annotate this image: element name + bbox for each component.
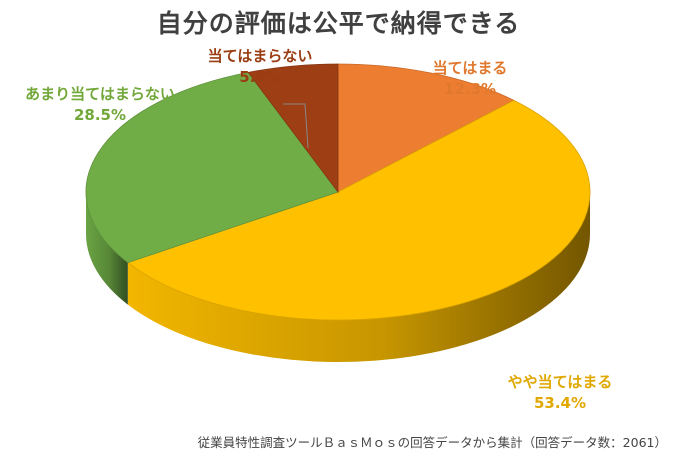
slice-label-disagree: 当てはまらない 5.8% (200, 46, 320, 88)
chart-title: 自分の評価は公平で納得できる (156, 9, 521, 38)
slice-label-text: あまり当てはまらない (25, 85, 175, 103)
slice-label-somewhat-agree: やや当てはまる 53.4% (470, 372, 650, 414)
pie-side-1 (127, 192, 591, 363)
source-note: 従業員特性調査ツールＢａｓＭｏｓの回答データから集計（回答データ数：2061） (197, 435, 667, 450)
slice-label-strongly-agree: 当てはまる 12.3% (415, 58, 525, 100)
slice-label-percent: 5.8% (239, 68, 281, 86)
pie-slice-1 (126, 99, 591, 321)
slice-label-text: 当てはまる (432, 59, 508, 77)
slice-label-somewhat-disagree: あまり当てはまらない 28.5% (10, 84, 190, 126)
pie-slice-0 (337, 63, 515, 193)
slice-label-percent: 53.4% (533, 394, 587, 412)
slice-label-text: 当てはまらない (207, 47, 313, 65)
pie-side-2 (86, 192, 128, 305)
slice-label-text: やや当てはまる (507, 373, 613, 391)
pie-slice-2 (85, 71, 339, 264)
slice-label-percent: 12.3% (443, 80, 497, 98)
pie-slice-3 (247, 63, 339, 194)
slice-label-percent: 28.5% (73, 106, 127, 124)
leader-line (283, 103, 309, 149)
